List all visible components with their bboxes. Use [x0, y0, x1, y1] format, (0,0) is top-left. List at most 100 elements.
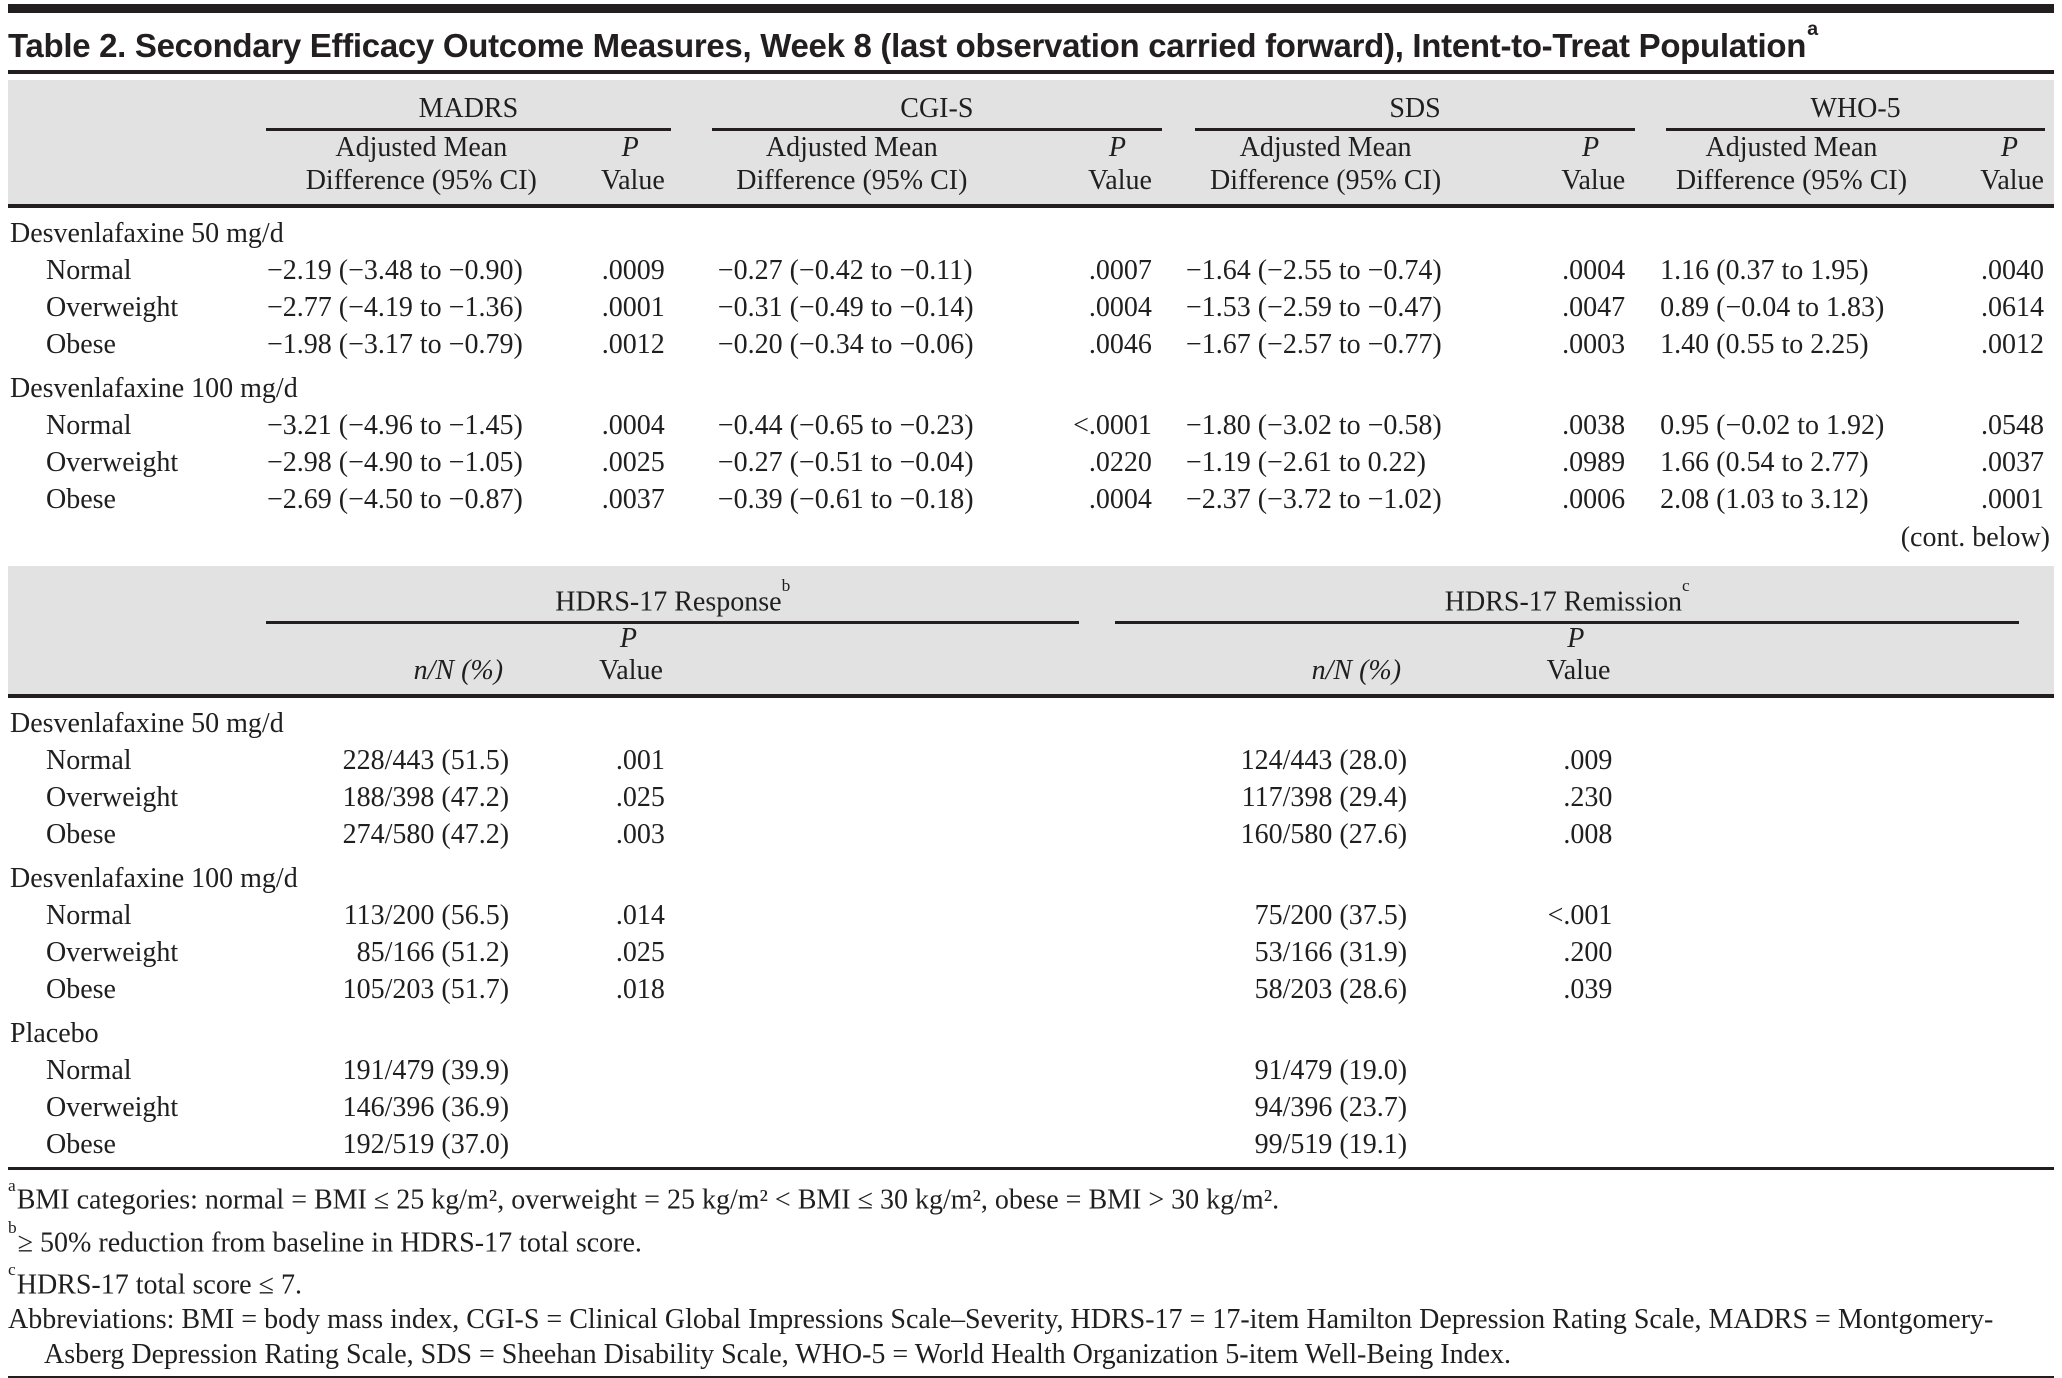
row-label-cell: Obese: [46, 819, 116, 851]
sds-p-header-line2: Value: [1489, 164, 1636, 208]
remission-nn-cell: 91/479 (19.0): [1254, 1055, 1408, 1087]
table-row: Overweight 85/166 (51.2) .025 53/166 (31…: [8, 934, 2054, 971]
response-nn-cell: 146/396 (36.9): [342, 1092, 510, 1124]
hdrs17-remission-label: HDRS-17 Remission: [1444, 586, 1682, 618]
table-row: Obese −2.69 (−4.50 to −0.87) .0037 −0.39…: [8, 481, 2054, 518]
table-row: Obese −1.98 (−3.17 to −0.79) .0012 −0.20…: [8, 326, 2054, 363]
response-p-cell: .018: [615, 974, 665, 1006]
madrs-p-cell: .0037: [601, 484, 665, 515]
footnote-b-marker: b: [8, 1217, 17, 1237]
cgis-p-cell: <.0001: [1073, 410, 1152, 441]
sds-group-header: SDS: [1161, 80, 1636, 131]
response-p-cell: .025: [615, 782, 665, 814]
empty-header-cell: [266, 624, 520, 655]
row-label-cell: Obese: [46, 974, 116, 1006]
remission-p-cell: [1417, 1126, 1621, 1171]
part1-subheader-row-2: Difference (95% CI) Value Difference (95…: [8, 164, 2054, 208]
who5-p-cell: .0040: [1981, 255, 2044, 286]
table-row: Normal −3.21 (−4.96 to −1.45) .0004 −0.4…: [8, 407, 2054, 444]
response-p-header-line1: P: [519, 624, 673, 655]
sds-amd-header-line2: Difference (95% CI): [1161, 164, 1490, 208]
treatment-group-label: Desvenlafaxine 100 mg/d: [10, 373, 298, 404]
remission-nn-cell: 94/396 (23.7): [1254, 1092, 1408, 1124]
madrs-p-cell: .0009: [601, 255, 665, 286]
sds-amd-cell: −1.53 (−2.59 to −0.47): [1185, 292, 1442, 323]
row-label-cell: Overweight: [46, 937, 179, 969]
response-nn-cell: 191/479 (39.9): [342, 1055, 510, 1087]
hdrs17-response-group-header: HDRS-17 Responseb: [266, 566, 1116, 625]
table-title-superscript: a: [1807, 18, 1818, 41]
table-row: Desvenlafaxine 50 mg/d: [8, 696, 2054, 742]
madrs-p-cell: .0025: [601, 447, 665, 478]
table-row: Obese 274/580 (47.2) .003 160/580 (27.6)…: [8, 816, 2054, 853]
remission-p-cell: [1417, 1052, 1620, 1089]
row-label-cell: Obese: [46, 329, 116, 360]
response-p-cell: .014: [615, 900, 665, 932]
remission-p-cell: .039: [1563, 974, 1613, 1006]
row-label-cell: Overweight: [46, 1092, 179, 1124]
response-p-cell: [519, 1052, 673, 1089]
sds-amd-cell: −1.19 (−2.61 to 0.22): [1185, 447, 1426, 478]
spacer-cell: [673, 971, 1116, 1008]
treatment-group-label: Desvenlafaxine 100 mg/d: [10, 863, 298, 895]
madrs-amd-cell: −2.19 (−3.48 to −0.90): [267, 255, 523, 286]
empty-header-cell: [1620, 654, 2054, 699]
sds-p-cell: .0047: [1562, 292, 1626, 323]
madrs-amd-header-line1: Adjusted Mean: [266, 131, 577, 164]
row-label-cell: Overweight: [46, 447, 179, 478]
table-row: Overweight −2.98 (−4.90 to −1.05) .0025 …: [8, 444, 2054, 481]
sds-label: SDS: [1389, 93, 1441, 124]
empty-header-cell: [8, 131, 266, 164]
response-p-cell: .003: [615, 819, 665, 851]
sds-p-cell: .0006: [1562, 484, 1626, 515]
cgis-group-header: CGI-S: [674, 80, 1162, 131]
response-nn-cell: 228/443 (51.5): [342, 745, 510, 777]
treatment-group-label: Placebo: [10, 1018, 99, 1050]
empty-header-cell: [672, 654, 1116, 699]
hdrs17-remission-group-header: HDRS-17 Remissionc: [1115, 566, 2054, 625]
row-label-cell: Normal: [46, 900, 132, 932]
remission-p-cell: <.001: [1547, 900, 1613, 932]
outcomes-table-part1: MADRS CGI-S SDS WHO-5 Adjusted Mean P Ad…: [8, 80, 2054, 518]
spacer-cell: [1620, 971, 2054, 1008]
sds-p-cell: .0038: [1562, 410, 1626, 441]
who5-label: WHO-5: [1810, 93, 1901, 124]
madrs-p-cell: .0012: [601, 329, 665, 360]
who5-p-header-line1: P: [1947, 131, 2054, 164]
row-label-cell: Obese: [46, 484, 116, 515]
table-row: Normal 191/479 (39.9) 91/479 (19.0): [8, 1052, 2054, 1089]
footnote-a-text: BMI categories: normal = BMI ≤ 25 kg/m²,…: [16, 1184, 1280, 1216]
table-row: Overweight 146/396 (36.9) 94/396 (23.7): [8, 1089, 2054, 1126]
table-row: Desvenlafaxine 50 mg/d: [8, 206, 2054, 252]
cgis-amd-cell: −0.44 (−0.65 to −0.23): [717, 410, 974, 441]
cgis-amd-cell: −0.20 (−0.34 to −0.06): [717, 329, 974, 360]
who5-amd-cell: 1.40 (0.55 to 2.25): [1660, 329, 1869, 360]
table-row: Desvenlafaxine 100 mg/d: [8, 853, 2054, 897]
madrs-amd-cell: −3.21 (−4.96 to −1.45): [267, 410, 523, 441]
cgis-p-cell: .0007: [1088, 255, 1152, 286]
cgis-amd-cell: −0.27 (−0.51 to −0.04): [717, 447, 974, 478]
sds-amd-cell: −1.80 (−3.02 to −0.58): [1185, 410, 1442, 441]
madrs-amd-header-line2: Difference (95% CI): [266, 164, 577, 208]
spacer-cell: [1620, 1126, 2054, 1171]
remission-nn-cell: 99/519 (19.1): [1115, 1126, 1418, 1171]
cgis-p-header-line1: P: [1028, 131, 1162, 164]
sds-p-cell: .0989: [1562, 447, 1626, 478]
remission-p-cell: [1417, 1089, 1620, 1126]
footnote-b-text: ≥ 50% reduction from baseline in HDRS-17…: [17, 1226, 642, 1258]
response-p-cell: [519, 1089, 673, 1126]
remission-nn-header: n/N (%): [1115, 654, 1418, 699]
row-label-cell: Overweight: [46, 782, 179, 814]
sds-p-header-line1: P: [1489, 131, 1636, 164]
spacer-cell: [1620, 934, 2054, 971]
spacer-cell: [673, 816, 1116, 853]
row-label-cell: Normal: [46, 745, 132, 777]
spacer-cell: [1620, 816, 2054, 853]
who5-amd-cell: 0.89 (−0.04 to 1.83): [1660, 292, 1885, 323]
spacer-cell: [1620, 897, 2054, 934]
remission-p-cell: .200: [1563, 937, 1613, 969]
spacer-cell: [673, 1052, 1116, 1089]
who5-amd-header-line1: Adjusted Mean: [1635, 131, 1948, 164]
sds-amd-cell: −1.64 (−2.55 to −0.74): [1185, 255, 1442, 286]
cgis-p-cell: .0220: [1088, 447, 1152, 478]
